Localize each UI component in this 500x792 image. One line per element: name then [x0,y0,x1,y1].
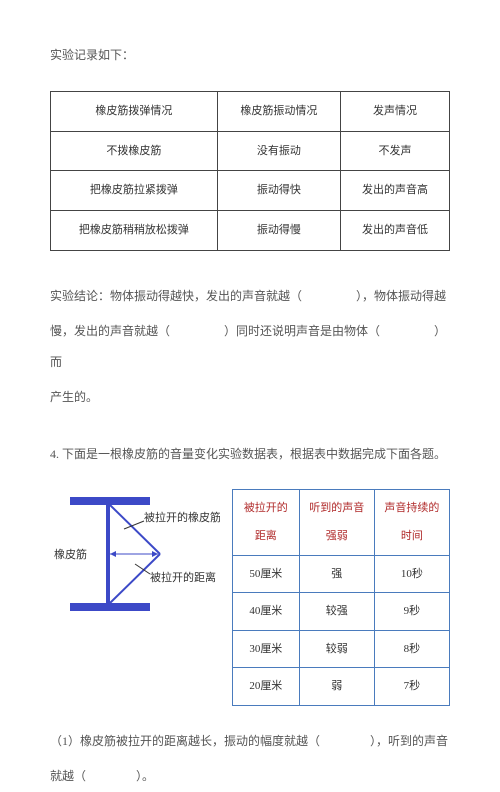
conclusion-line2: 慢，发出的声音就越（ ）同时还说明声音是由物体（ ）而 [50,316,450,378]
experiment-record-table: 橡皮筋拨弹情况 橡皮筋振动情况 发声情况 不拨橡皮筋 没有振动 不发声 把橡皮筋… [50,91,450,250]
text: ）。 [136,769,154,783]
q4-sub1-line2: 就越（ ）。 [50,761,450,792]
table-row: 把橡皮筋稍稍放松拨弹 振动得慢 发出的声音低 [51,210,450,250]
table-row: 把橡皮筋拉紧拨弹 振动得快 发出的声音高 [51,171,450,211]
rubber-band-diagram: 橡皮筋 被拉开的橡皮筋 被拉开的距离 [50,489,220,631]
cell: 20厘米 [233,668,300,706]
cell: 把橡皮筋稍稍放松拨弹 [51,210,218,250]
cell: 振动得快 [217,171,340,211]
intro-line: 实验记录如下： [50,40,450,71]
table-row: 20厘米弱7秒 [233,668,450,706]
cell: 振动得慢 [217,210,340,250]
cell: 10秒 [374,555,449,593]
text: 慢，发出的声音就越（ [50,324,170,338]
table-row: 30厘米较弱8秒 [233,630,450,668]
cell: 9秒 [374,593,449,631]
text: （1）橡皮筋被拉开的距离越长，振动的幅度就越（ [50,734,320,748]
cell: 8秒 [374,630,449,668]
conclusion-line3: 产生的。 [50,382,450,413]
col-header: 被拉开的距离 [233,489,300,555]
cell: 没有振动 [217,131,340,171]
cell: 较弱 [299,630,374,668]
table-row: 50厘米强10秒 [233,555,450,593]
text: ），听到的声音 [370,734,448,748]
cell: 30厘米 [233,630,300,668]
arrow-left [110,551,116,557]
conclusion-line1: 实验结论：物体振动得越快，发出的声音就越（ ），物体振动得越 [50,281,450,312]
cell: 弱 [299,668,374,706]
table-row: 橡皮筋拨弹情况 橡皮筋振动情况 发声情况 [51,92,450,132]
bar-top [70,497,150,505]
q4-sub1-line1: （1）橡皮筋被拉开的距离越长，振动的幅度就越（ ），听到的声音 [50,726,450,757]
cell: 不拨橡皮筋 [51,131,218,171]
cell: 发出的声音高 [341,171,450,211]
col-header: 橡皮筋振动情况 [217,92,340,132]
cell: 发出的声音低 [341,210,450,250]
col-header: 橡皮筋拨弹情况 [51,92,218,132]
cell: 50厘米 [233,555,300,593]
distance-label: 被拉开的距离 [150,570,216,584]
col-header: 声音持续的时间 [374,489,449,555]
text: 实验结论：物体振动得越快，发出的声音就越（ [50,289,302,303]
text: ）同时还说明声音是由物体（ [224,324,380,338]
table-row: 不拨橡皮筋 没有振动 不发声 [51,131,450,171]
question4-lead: 4. 下面是一根橡皮筋的音量变化实验数据表，根据表中数据完成下面各题。 [50,439,450,470]
cell: 把橡皮筋拉紧拨弹 [51,171,218,211]
text: 就越（ [50,769,86,783]
cell: 较强 [299,593,374,631]
table-row: 被拉开的距离 听到的声音强弱 声音持续的时间 [233,489,450,555]
rubber-label: 橡皮筋 [54,547,87,561]
stretched-label: 被拉开的橡皮筋 [144,510,220,524]
col-header: 听到的声音强弱 [299,489,374,555]
cell: 不发声 [341,131,450,171]
text: ），物体振动得越 [356,289,446,303]
bar-bottom [70,603,150,611]
cell: 强 [299,555,374,593]
volume-data-table: 被拉开的距离 听到的声音强弱 声音持续的时间 50厘米强10秒 40厘米较强9秒… [232,489,450,707]
cell: 40厘米 [233,593,300,631]
cell: 7秒 [374,668,449,706]
col-header: 发声情况 [341,92,450,132]
table-row: 40厘米较强9秒 [233,593,450,631]
